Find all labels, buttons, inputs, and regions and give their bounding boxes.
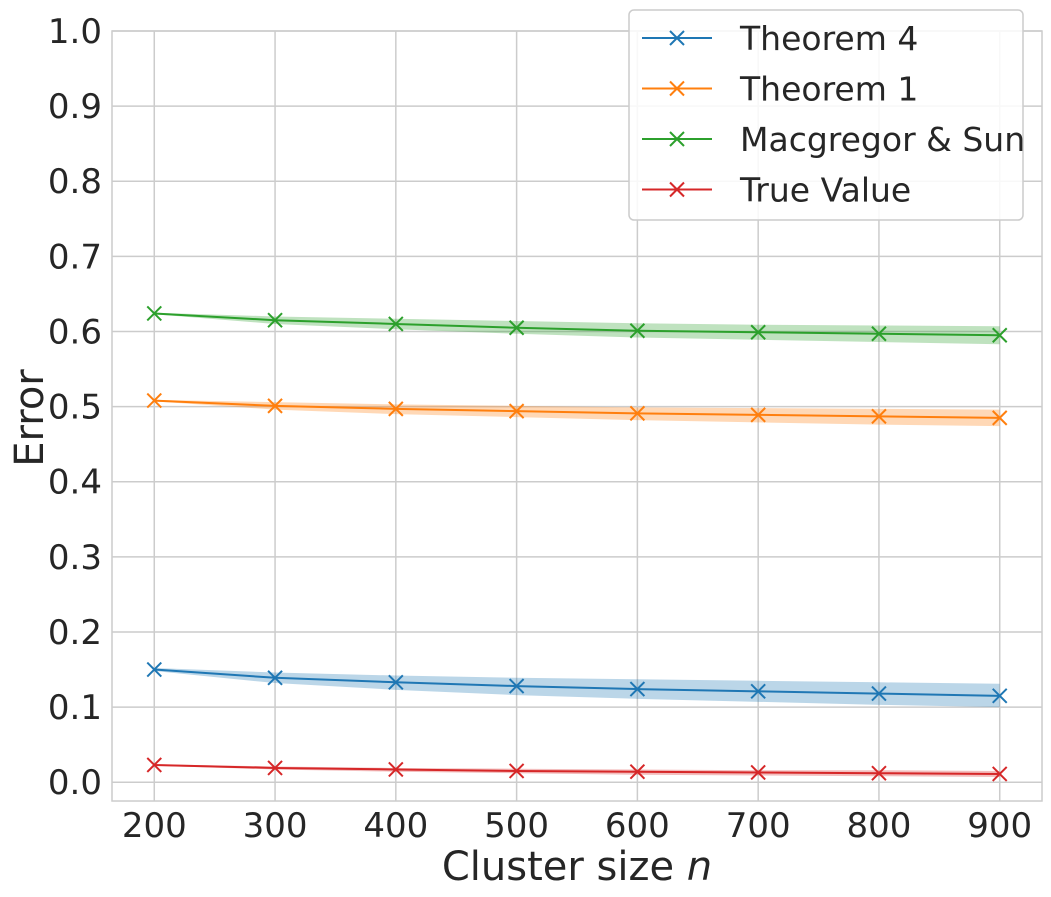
legend: Theorem 4 Theorem 1 Macgregor & Sun True Va…	[628, 9, 1025, 221]
legend-marker	[669, 80, 685, 97]
y-tick-labels: 0.0 0.1 0.2 0.3 0.4 0.5 0.6 0.7 0.8 0.9 1.0	[48, 12, 102, 803]
theorem-4-point	[871, 685, 887, 702]
true-value-point	[750, 764, 766, 781]
y-tick-label: 0.7	[48, 237, 102, 277]
macgregor-sun-point	[267, 312, 283, 328]
y-tick-label: 0.8	[48, 162, 102, 202]
macgregor-sun-point	[508, 320, 525, 336]
theorem-1-point	[992, 410, 1008, 426]
true-value-point	[146, 757, 162, 773]
theorem-4-point	[388, 674, 404, 691]
series-lines	[154, 312, 1000, 775]
theorem-4-point	[750, 683, 766, 700]
y-tick-label: 0.1	[48, 688, 102, 728]
legend-item-true-value: True Value	[642, 171, 911, 210]
legend-label: True Value	[739, 171, 911, 210]
true-value-point	[388, 761, 404, 778]
x-tick-label: 700	[726, 806, 791, 846]
x-tick-label: 900	[967, 806, 1032, 846]
x-axis-label: Cluster size n	[442, 844, 712, 890]
macgregor-sun-point	[750, 324, 766, 340]
series-markers	[146, 305, 1008, 782]
y-tick-label: 0.9	[48, 87, 102, 127]
x-tick-labels: 200 300 400 500 600 700 800 900	[122, 806, 1032, 846]
macgregor-sun-line	[154, 312, 1000, 337]
theorem-1-point	[508, 403, 525, 419]
y-axis-label: Error	[7, 369, 53, 467]
theorem-4-point	[508, 678, 525, 694]
x-axis-label-variable: n	[687, 844, 712, 890]
legend-item-theorem-1: Theorem 1	[642, 70, 918, 109]
theorem-4-point	[146, 661, 162, 678]
plot-frame	[111, 30, 1043, 802]
true-value-point	[871, 765, 887, 781]
legend-item-theorem-4: Theorem 4	[642, 19, 918, 58]
theorem-1-point	[871, 408, 887, 425]
legend-label: Theorem 4	[739, 19, 918, 58]
macgregor-sun-point	[992, 327, 1008, 343]
true-value-line	[154, 763, 1000, 775]
y-tick-label: 0.6	[48, 312, 102, 352]
legend-marker	[669, 181, 685, 198]
x-tick-label: 300	[243, 806, 308, 846]
macgregor-sun-point	[388, 316, 404, 332]
legend-label: Theorem 1	[739, 70, 918, 109]
y-tick-label: 0.4	[48, 463, 102, 503]
theorem-4-point	[992, 688, 1008, 704]
x-tick-label: 400	[363, 806, 428, 846]
theorem-4-point	[267, 670, 283, 686]
x-tick-label: 800	[846, 806, 911, 846]
x-tick-label: 500	[484, 806, 549, 846]
legend-marker	[669, 131, 685, 147]
legend-box	[628, 9, 1024, 221]
legend-item-macgregor-sun: Macgregor & Sun	[642, 120, 1025, 159]
y-tick-label: 1.0	[48, 12, 102, 52]
x-tick-label: 200	[122, 806, 187, 846]
true-value-point	[992, 766, 1008, 782]
true-value-point	[508, 763, 525, 779]
x-tick-label: 600	[605, 806, 670, 846]
y-tick-label: 0.5	[48, 388, 102, 428]
theorem-1-point	[267, 398, 283, 414]
macgregor-sun-point	[871, 326, 887, 342]
y-tick-label: 0.2	[48, 613, 102, 653]
y-tick-label: 0.3	[48, 538, 102, 578]
theorem-1-point	[629, 405, 646, 422]
theorem-1-point	[750, 407, 766, 423]
true-value-point	[629, 763, 646, 780]
theorem-1-point	[388, 401, 404, 417]
macgregor-sun-point	[146, 305, 162, 322]
x-axis-label-main: Cluster size	[442, 844, 687, 890]
legend-marker	[669, 30, 685, 46]
theorem-1-line	[154, 399, 1000, 419]
macgregor-sun-point	[629, 323, 646, 339]
true-value-point	[267, 760, 283, 776]
y-tick-label: 0.0	[48, 763, 102, 803]
theorem-4-point	[629, 681, 646, 697]
legend-label: Macgregor & Sun	[740, 120, 1025, 159]
theorem-4-line	[154, 668, 1000, 697]
theorem-1-point	[146, 392, 162, 409]
